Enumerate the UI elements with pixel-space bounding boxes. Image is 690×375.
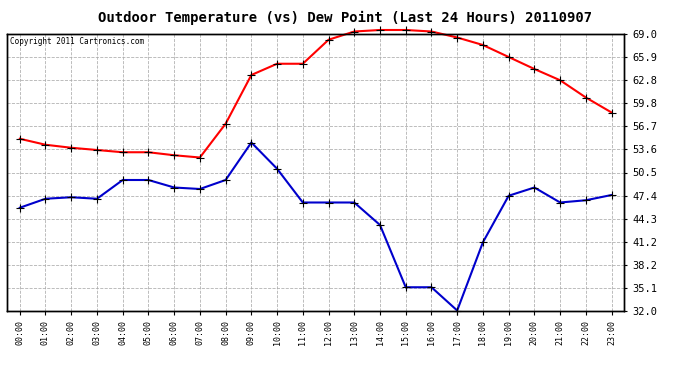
Text: Copyright 2011 Cartronics.com: Copyright 2011 Cartronics.com — [10, 36, 144, 45]
Text: Outdoor Temperature (vs) Dew Point (Last 24 Hours) 20110907: Outdoor Temperature (vs) Dew Point (Last… — [98, 11, 592, 26]
